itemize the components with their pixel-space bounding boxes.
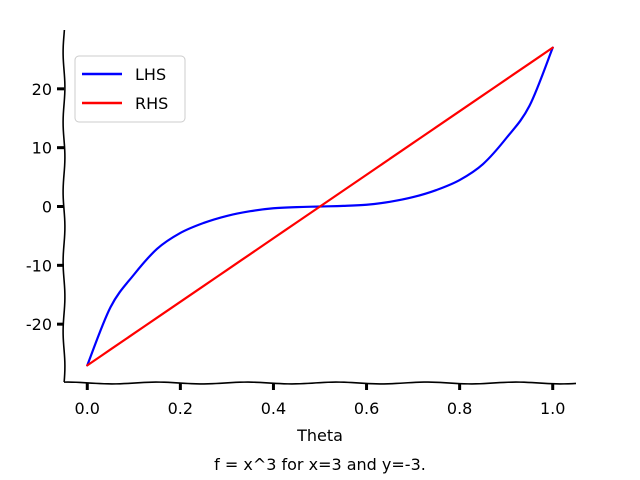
plot-area (86, 46, 554, 367)
x-tick-label: 0.6 (354, 399, 379, 418)
x-axis-line (63, 381, 577, 385)
x-tick-label: 0.4 (261, 399, 286, 418)
legend-label-lhs: LHS (135, 65, 166, 84)
legend-box (74, 55, 186, 123)
axes: 0.0 0.2 0.4 0.6 0.8 1.0 -20 -10 0 10 20 (26, 29, 577, 418)
series-line-rhs (86, 46, 554, 367)
y-tick-label: 10 (32, 139, 52, 158)
x-tick-label: 1.0 (540, 399, 565, 418)
x-tick-label: 0.2 (168, 399, 193, 418)
y-tick-label: 0 (42, 198, 52, 217)
legend-label-rhs: RHS (135, 94, 168, 113)
chart-caption: f = x^3 for x=3 and y=-3. (214, 455, 426, 474)
x-tick-label: 0.0 (75, 399, 100, 418)
y-tick-label: -20 (26, 315, 52, 334)
y-tick-label: 20 (32, 80, 52, 99)
x-axis-label: Theta (296, 426, 343, 445)
x-tick-label: 0.8 (447, 399, 472, 418)
y-tick-label: -10 (26, 256, 52, 275)
legend: LHS RHS (74, 55, 186, 123)
